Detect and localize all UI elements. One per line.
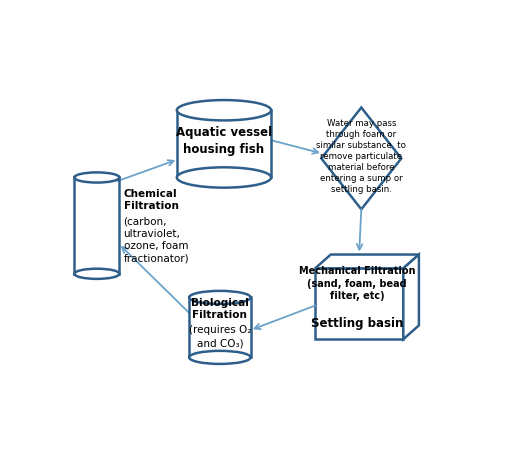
Text: (requires O₂
and CO₃): (requires O₂ and CO₃) xyxy=(189,325,251,348)
Polygon shape xyxy=(315,269,403,339)
Polygon shape xyxy=(321,108,402,209)
Ellipse shape xyxy=(74,172,120,183)
Ellipse shape xyxy=(189,291,251,304)
Text: Biological
Filtration: Biological Filtration xyxy=(191,298,249,320)
Text: Mechanical Filtration
(sand, foam, bead
filter, etc): Mechanical Filtration (sand, foam, bead … xyxy=(299,266,415,301)
Ellipse shape xyxy=(177,100,271,120)
Text: Settling basin: Settling basin xyxy=(311,317,404,329)
Text: Aquatic vessel
housing fish: Aquatic vessel housing fish xyxy=(176,126,272,156)
Polygon shape xyxy=(315,254,419,269)
Ellipse shape xyxy=(74,269,120,279)
Ellipse shape xyxy=(189,351,251,364)
Text: Chemical
Filtration: Chemical Filtration xyxy=(124,189,178,211)
Text: Water may pass
through foam or
similar substance  to
remove particulate
material: Water may pass through foam or similar s… xyxy=(316,119,406,194)
Bar xyxy=(189,297,251,357)
Ellipse shape xyxy=(177,167,271,188)
Text: (carbon,
ultraviolet,
ozone, foam
fractionator): (carbon, ultraviolet, ozone, foam fracti… xyxy=(124,217,189,264)
Bar xyxy=(74,177,120,274)
Bar xyxy=(177,110,271,177)
Polygon shape xyxy=(403,254,419,339)
